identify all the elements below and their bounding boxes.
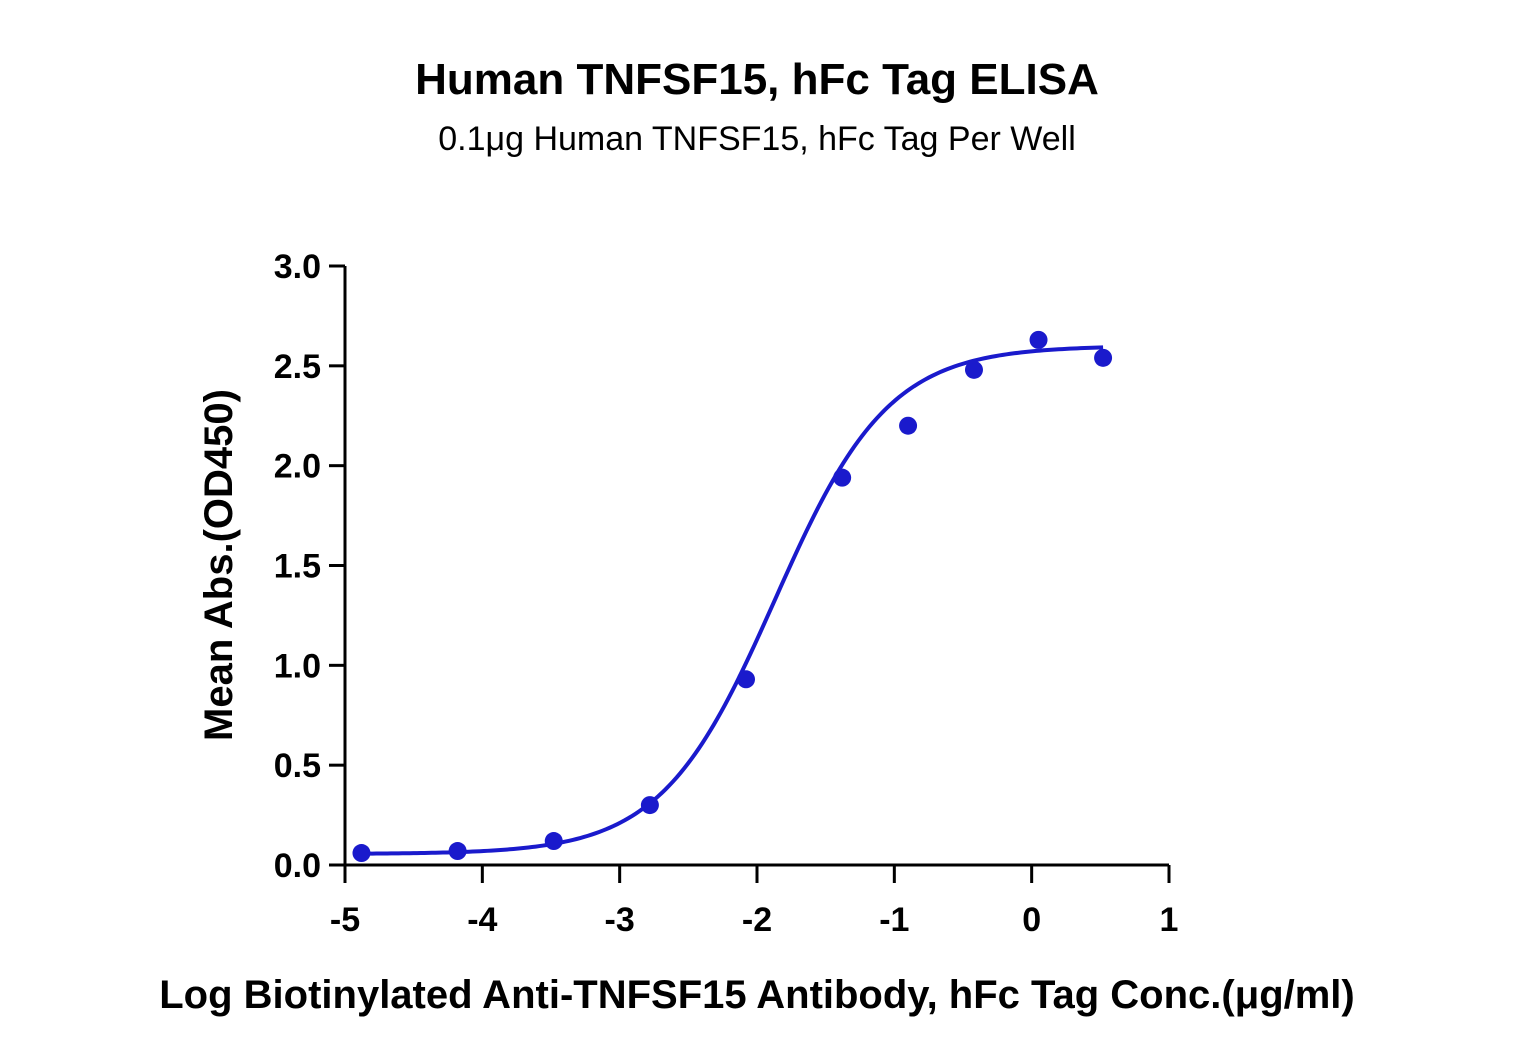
data-points — [352, 330, 1113, 863]
y-axis-title: Mean Abs.(OD450) — [197, 389, 241, 741]
y-tick-label: 0.0 — [274, 847, 321, 885]
y-tick-label: 2.0 — [274, 448, 321, 486]
data-point — [899, 416, 918, 435]
x-tick-label: -5 — [330, 901, 360, 939]
data-point — [1029, 330, 1048, 349]
x-tick-label: -3 — [605, 901, 635, 939]
axes — [343, 266, 1169, 867]
data-point — [544, 832, 563, 851]
data-point — [964, 360, 983, 379]
y-tick-label: 2.5 — [274, 348, 321, 386]
x-tick-label: 1 — [1160, 901, 1179, 939]
y-tick-label: 1.5 — [274, 548, 321, 586]
x-tick-label: -2 — [742, 901, 772, 939]
x-tick-label: -1 — [879, 901, 909, 939]
data-point — [833, 468, 852, 487]
chart-subtitle: 0.1μg Human TNFSF15, hFc Tag Per Well — [438, 120, 1076, 158]
y-tick-label: 3.0 — [274, 248, 321, 286]
data-point — [737, 670, 756, 689]
data-point — [448, 842, 467, 861]
data-point — [352, 844, 371, 863]
y-tick-label: 0.5 — [274, 747, 321, 785]
y-tick-label: 1.0 — [274, 647, 321, 685]
chart-title: Human TNFSF15, hFc Tag ELISA — [415, 55, 1099, 104]
ticks: 0.0 0.5 1.0 1.5 2.0 2.5 3.0 -5 -4 -3 -2 -1 0 1 — [274, 248, 1179, 939]
data-point — [1094, 348, 1113, 367]
x-tick-label: -4 — [467, 901, 497, 939]
fit-curve — [361, 345, 1104, 856]
data-point — [640, 796, 659, 815]
x-axis-title: Log Biotinylated Anti-TNFSF15 Antibody, … — [159, 973, 1355, 1017]
x-tick-label: 0 — [1022, 901, 1041, 939]
